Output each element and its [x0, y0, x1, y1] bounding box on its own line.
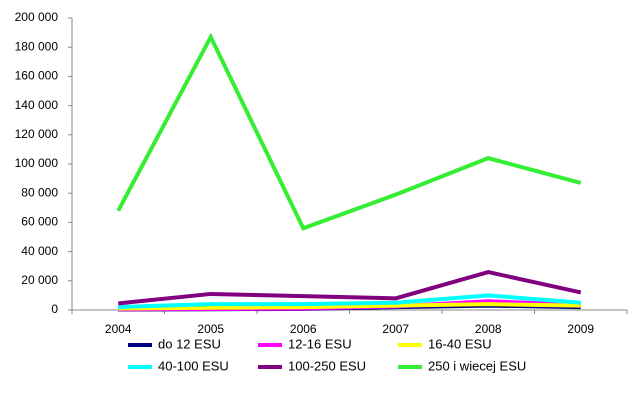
y-tick-label: 60 000	[21, 215, 58, 229]
y-tick-label: 80 000	[21, 185, 58, 199]
legend-label: 12-16 ESU	[288, 336, 352, 351]
y-tick-label: 160 000	[15, 69, 59, 83]
y-tick-label: 180 000	[15, 39, 59, 53]
x-tick-label: 2007	[382, 322, 409, 336]
y-tick-label: 100 000	[15, 156, 59, 170]
x-tick-label: 2005	[197, 322, 224, 336]
x-tick-label: 2006	[290, 322, 317, 336]
series-line	[116, 32, 582, 231]
y-tick-label: 0	[51, 302, 58, 316]
series-line	[118, 302, 581, 311]
legend-label: 40-100 ESU	[158, 358, 229, 373]
y-tick-label: 140 000	[15, 98, 59, 112]
y-tick-label: 40 000	[21, 244, 58, 258]
y-tick-label: 200 000	[15, 10, 59, 24]
x-tick-label: 2008	[475, 322, 502, 336]
legend-label: 250 i wiecej ESU	[428, 358, 526, 373]
x-tick-label: 2009	[567, 322, 594, 336]
y-tick-label: 20 000	[21, 273, 58, 287]
y-tick-label: 120 000	[15, 127, 59, 141]
legend-label: do 12 ESU	[158, 336, 221, 351]
legend-label: 16-40 ESU	[428, 336, 492, 351]
series-line	[118, 293, 581, 310]
series-line	[118, 269, 582, 306]
x-tick-label: 2004	[105, 322, 132, 336]
legend-label: 100-250 ESU	[288, 358, 366, 373]
